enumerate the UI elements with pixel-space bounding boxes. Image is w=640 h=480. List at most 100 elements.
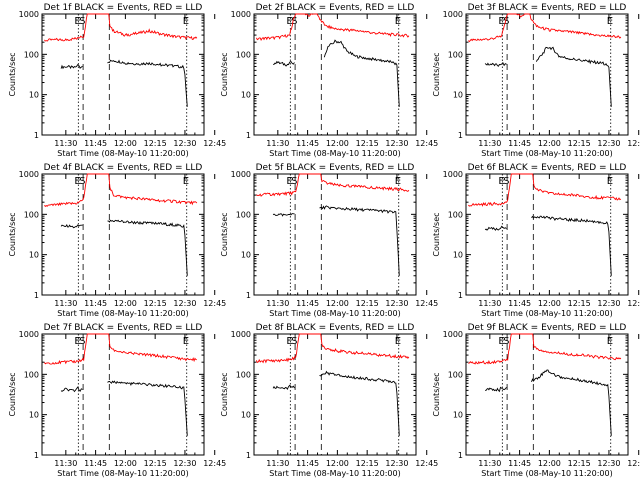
- y-tick-label: 100: [236, 370, 251, 379]
- x-tick-label: 12:45: [627, 139, 640, 148]
- x-tick-label: 11:45: [296, 459, 319, 468]
- y-tick-label: 100: [24, 210, 39, 219]
- x-tick-label: 12:45: [415, 139, 438, 148]
- series-lld-line: [468, 333, 622, 365]
- x-axis-label: Start Time (08-May-10 11:20:00): [269, 309, 400, 318]
- y-tick-label: 1: [246, 131, 251, 140]
- x-tick-label: 11:45: [84, 459, 107, 468]
- x-tick-label: 12:45: [203, 459, 226, 468]
- x-tick-label: 12:15: [568, 459, 591, 468]
- y-tick-label: 1000: [231, 330, 251, 339]
- x-axis-label: Start Time (08-May-10 11:20:00): [481, 469, 612, 478]
- y-tick-label: 100: [448, 50, 463, 59]
- panel-title: Det 4f BLACK = Events, RED = LLD: [44, 163, 203, 173]
- marker-label: S: [503, 176, 509, 187]
- x-tick-label: 12:15: [356, 139, 379, 148]
- x-tick-label: 12:15: [568, 299, 591, 308]
- marker-label: E: [183, 16, 189, 27]
- panel-7: Det 7f BLACK = Events, RED = LLD 1 10 100 10…: [8, 323, 226, 478]
- y-tick-label: 10: [241, 411, 251, 420]
- marker-label: E: [498, 16, 504, 27]
- x-tick-label: 12:00: [326, 299, 349, 308]
- y-tick-label: 10: [241, 251, 251, 260]
- series-events-line: [484, 215, 612, 276]
- y-axis-label: Counts/sec: [220, 52, 229, 96]
- panel-title: Det 3f BLACK = Events, RED = LLD: [468, 3, 627, 13]
- x-tick-label: 11:45: [84, 299, 107, 308]
- marker-label: S: [291, 336, 297, 347]
- x-tick-label: 12:15: [144, 139, 167, 148]
- marker-label: E: [74, 176, 80, 187]
- series-lld-line: [44, 333, 197, 365]
- x-axis-label: Start Time (08-May-10 11:20:00): [57, 149, 188, 158]
- x-tick-label: 11:30: [266, 139, 289, 148]
- y-tick-label: 1000: [19, 330, 39, 339]
- series-lld-line: [468, 173, 622, 207]
- marker-label: S: [79, 16, 85, 27]
- series-events-line: [60, 219, 188, 276]
- x-tick-label: 11:30: [266, 299, 289, 308]
- x-tick-label: 12:00: [326, 459, 349, 468]
- plot-frame: [41, 13, 205, 136]
- x-tick-label: 11:45: [296, 139, 319, 148]
- y-tick-label: 10: [453, 91, 463, 100]
- marker-label: E: [498, 336, 504, 347]
- panel-title: Det 2f BLACK = Events, RED = LLD: [256, 3, 415, 13]
- y-axis-label: Counts/sec: [8, 52, 17, 96]
- panel-title: Det 6f BLACK = Events, RED = LLD: [468, 163, 627, 173]
- x-tick-label: 12:00: [114, 459, 137, 468]
- panel-title: Det 1f BLACK = Events, RED = LLD: [44, 3, 203, 13]
- series-events-line: [60, 380, 188, 436]
- x-axis-label: Start Time (08-May-10 11:20:00): [481, 309, 612, 318]
- plot-frame: [253, 13, 417, 136]
- y-axis-label: Counts/sec: [8, 212, 17, 256]
- marker-label: S: [79, 176, 85, 187]
- y-tick-label: 100: [448, 370, 463, 379]
- panel-title: Det 9f BLACK = Events, RED = LLD: [468, 323, 627, 333]
- y-tick-label: 1000: [231, 10, 251, 19]
- y-tick-label: 100: [448, 210, 463, 219]
- panel-6: Det 6f BLACK = Events, RED = LLD 1 10 100 10…: [432, 163, 640, 318]
- series-lld-line: [44, 13, 198, 42]
- plot-frame: [465, 13, 629, 136]
- panel-9: Det 9f BLACK = Events, RED = LLD 1 10 100 10…: [432, 323, 640, 478]
- y-tick-label: 1: [246, 451, 251, 460]
- x-tick-label: 11:30: [54, 139, 77, 148]
- series-events-line: [485, 369, 612, 436]
- x-tick-label: 11:45: [508, 139, 531, 148]
- series-events-line: [272, 370, 400, 436]
- y-tick-label: 1: [34, 291, 39, 300]
- marker-label: E: [286, 16, 292, 27]
- marker-label: E: [286, 176, 292, 187]
- panel-8: Det 8f BLACK = Events, RED = LLD 1 10 100 10…: [220, 323, 438, 478]
- x-tick-label: 12:15: [144, 459, 167, 468]
- panel-title: Det 7f BLACK = Events, RED = LLD: [44, 323, 203, 333]
- x-tick-label: 11:45: [508, 299, 531, 308]
- marker-label: E: [286, 336, 292, 347]
- x-tick-label: 12:00: [114, 299, 137, 308]
- panel-1: Det 1f BLACK = Events, RED = LLD 1 10 100 10…: [8, 3, 226, 158]
- panel-2: Det 2f BLACK = Events, RED = LLD 1 10 100 10…: [220, 3, 438, 158]
- x-tick-label: 11:45: [508, 459, 531, 468]
- x-tick-label: 12:00: [114, 139, 137, 148]
- plot-frame: [253, 173, 417, 296]
- x-tick-label: 12:30: [597, 459, 620, 468]
- plot-frame: [41, 173, 205, 296]
- y-tick-label: 1: [458, 451, 463, 460]
- marker-label: E: [74, 336, 80, 347]
- series-events-line: [272, 205, 400, 276]
- x-tick-label: 12:00: [538, 139, 561, 148]
- y-tick-label: 10: [241, 91, 251, 100]
- x-tick-label: 11:30: [478, 299, 501, 308]
- x-tick-label: 12:15: [356, 459, 379, 468]
- y-tick-label: 10: [453, 251, 463, 260]
- x-tick-label: 12:30: [173, 299, 196, 308]
- marker-label: E: [498, 176, 504, 187]
- x-tick-label: 12:15: [568, 139, 591, 148]
- marker-label: E: [183, 336, 189, 347]
- x-tick-label: 11:45: [84, 139, 107, 148]
- panel-4: Det 4f BLACK = Events, RED = LLD 1 10 100 10…: [8, 163, 226, 318]
- x-tick-label: 12:30: [385, 459, 408, 468]
- series-lld-line: [44, 173, 198, 208]
